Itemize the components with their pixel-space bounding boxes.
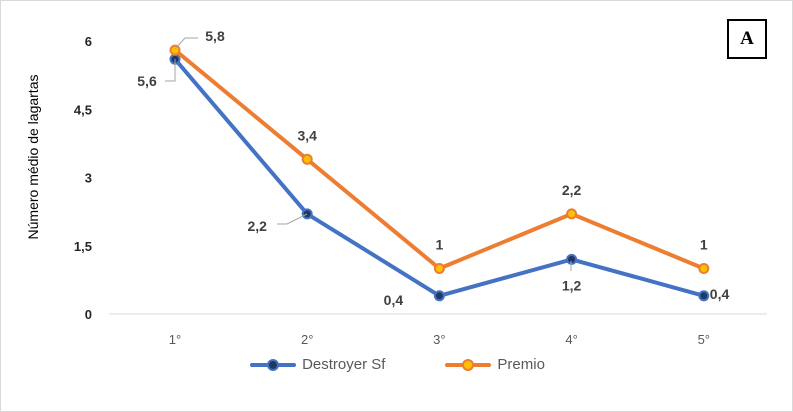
data-label: 1 bbox=[436, 237, 444, 253]
data-point[interactable] bbox=[566, 208, 578, 220]
data-label: 3,4 bbox=[297, 127, 317, 143]
y-tick-label: 3 bbox=[85, 171, 92, 186]
data-label: 5,6 bbox=[137, 73, 157, 89]
legend-swatch-premio bbox=[445, 358, 492, 371]
legend-label-premio: Premio bbox=[497, 356, 545, 373]
data-label: 5,8 bbox=[205, 28, 225, 44]
y-tick-label: 0 bbox=[85, 307, 92, 322]
x-tick-label: 5° bbox=[698, 332, 710, 347]
data-point[interactable] bbox=[698, 263, 710, 274]
legend: Destroyer Sf Premio bbox=[1, 356, 792, 373]
data-label: 0,4 bbox=[384, 292, 404, 308]
label-leader-lines bbox=[165, 37, 572, 271]
data-point[interactable] bbox=[698, 290, 710, 302]
data-label: 1,2 bbox=[562, 277, 582, 293]
data-label: 2,2 bbox=[247, 218, 267, 234]
panel-label: A bbox=[727, 19, 767, 59]
x-axis-ticks: 1° 2° 3° 4° 5° bbox=[169, 332, 710, 347]
data-point[interactable] bbox=[301, 208, 313, 220]
x-tick-label: 2° bbox=[301, 332, 313, 347]
y-tick-label: 6 bbox=[85, 34, 92, 49]
data-label: 1 bbox=[700, 237, 708, 253]
y-tick-label: 4,5 bbox=[74, 102, 92, 117]
data-label: 0,4 bbox=[710, 286, 730, 302]
data-label: 2,2 bbox=[562, 182, 582, 198]
y-axis-label: Número médio de lagartas bbox=[25, 75, 41, 240]
series-destroyer-sf bbox=[169, 53, 710, 302]
x-tick-label: 4° bbox=[565, 332, 577, 347]
series-premio bbox=[169, 44, 710, 274]
legend-item-destroyer[interactable]: Destroyer Sf bbox=[250, 356, 385, 373]
series-line bbox=[173, 57, 706, 298]
x-tick-label: 3° bbox=[433, 332, 445, 347]
label-leader-line bbox=[174, 37, 198, 50]
legend-label-destroyer: Destroyer Sf bbox=[302, 356, 386, 373]
label-leader-line bbox=[277, 213, 308, 225]
data-point[interactable] bbox=[433, 263, 445, 274]
legend-swatch-destroyer bbox=[250, 358, 297, 371]
data-labels: 5,6 2,2 0,4 1,2 0,4 5,8 3,4 1 2,2 1 bbox=[137, 28, 729, 308]
data-point[interactable] bbox=[169, 44, 181, 56]
y-tick-label: 1,5 bbox=[74, 239, 92, 254]
series-layer bbox=[169, 44, 710, 302]
y-axis-ticks: 0 1,5 3 4,5 6 bbox=[74, 34, 92, 322]
data-point[interactable] bbox=[301, 153, 313, 165]
data-point[interactable] bbox=[433, 290, 445, 302]
x-tick-label: 1° bbox=[169, 332, 181, 347]
data-point[interactable] bbox=[566, 253, 578, 265]
label-leader-line bbox=[165, 59, 176, 82]
legend-item-premio[interactable]: Premio bbox=[445, 356, 545, 373]
